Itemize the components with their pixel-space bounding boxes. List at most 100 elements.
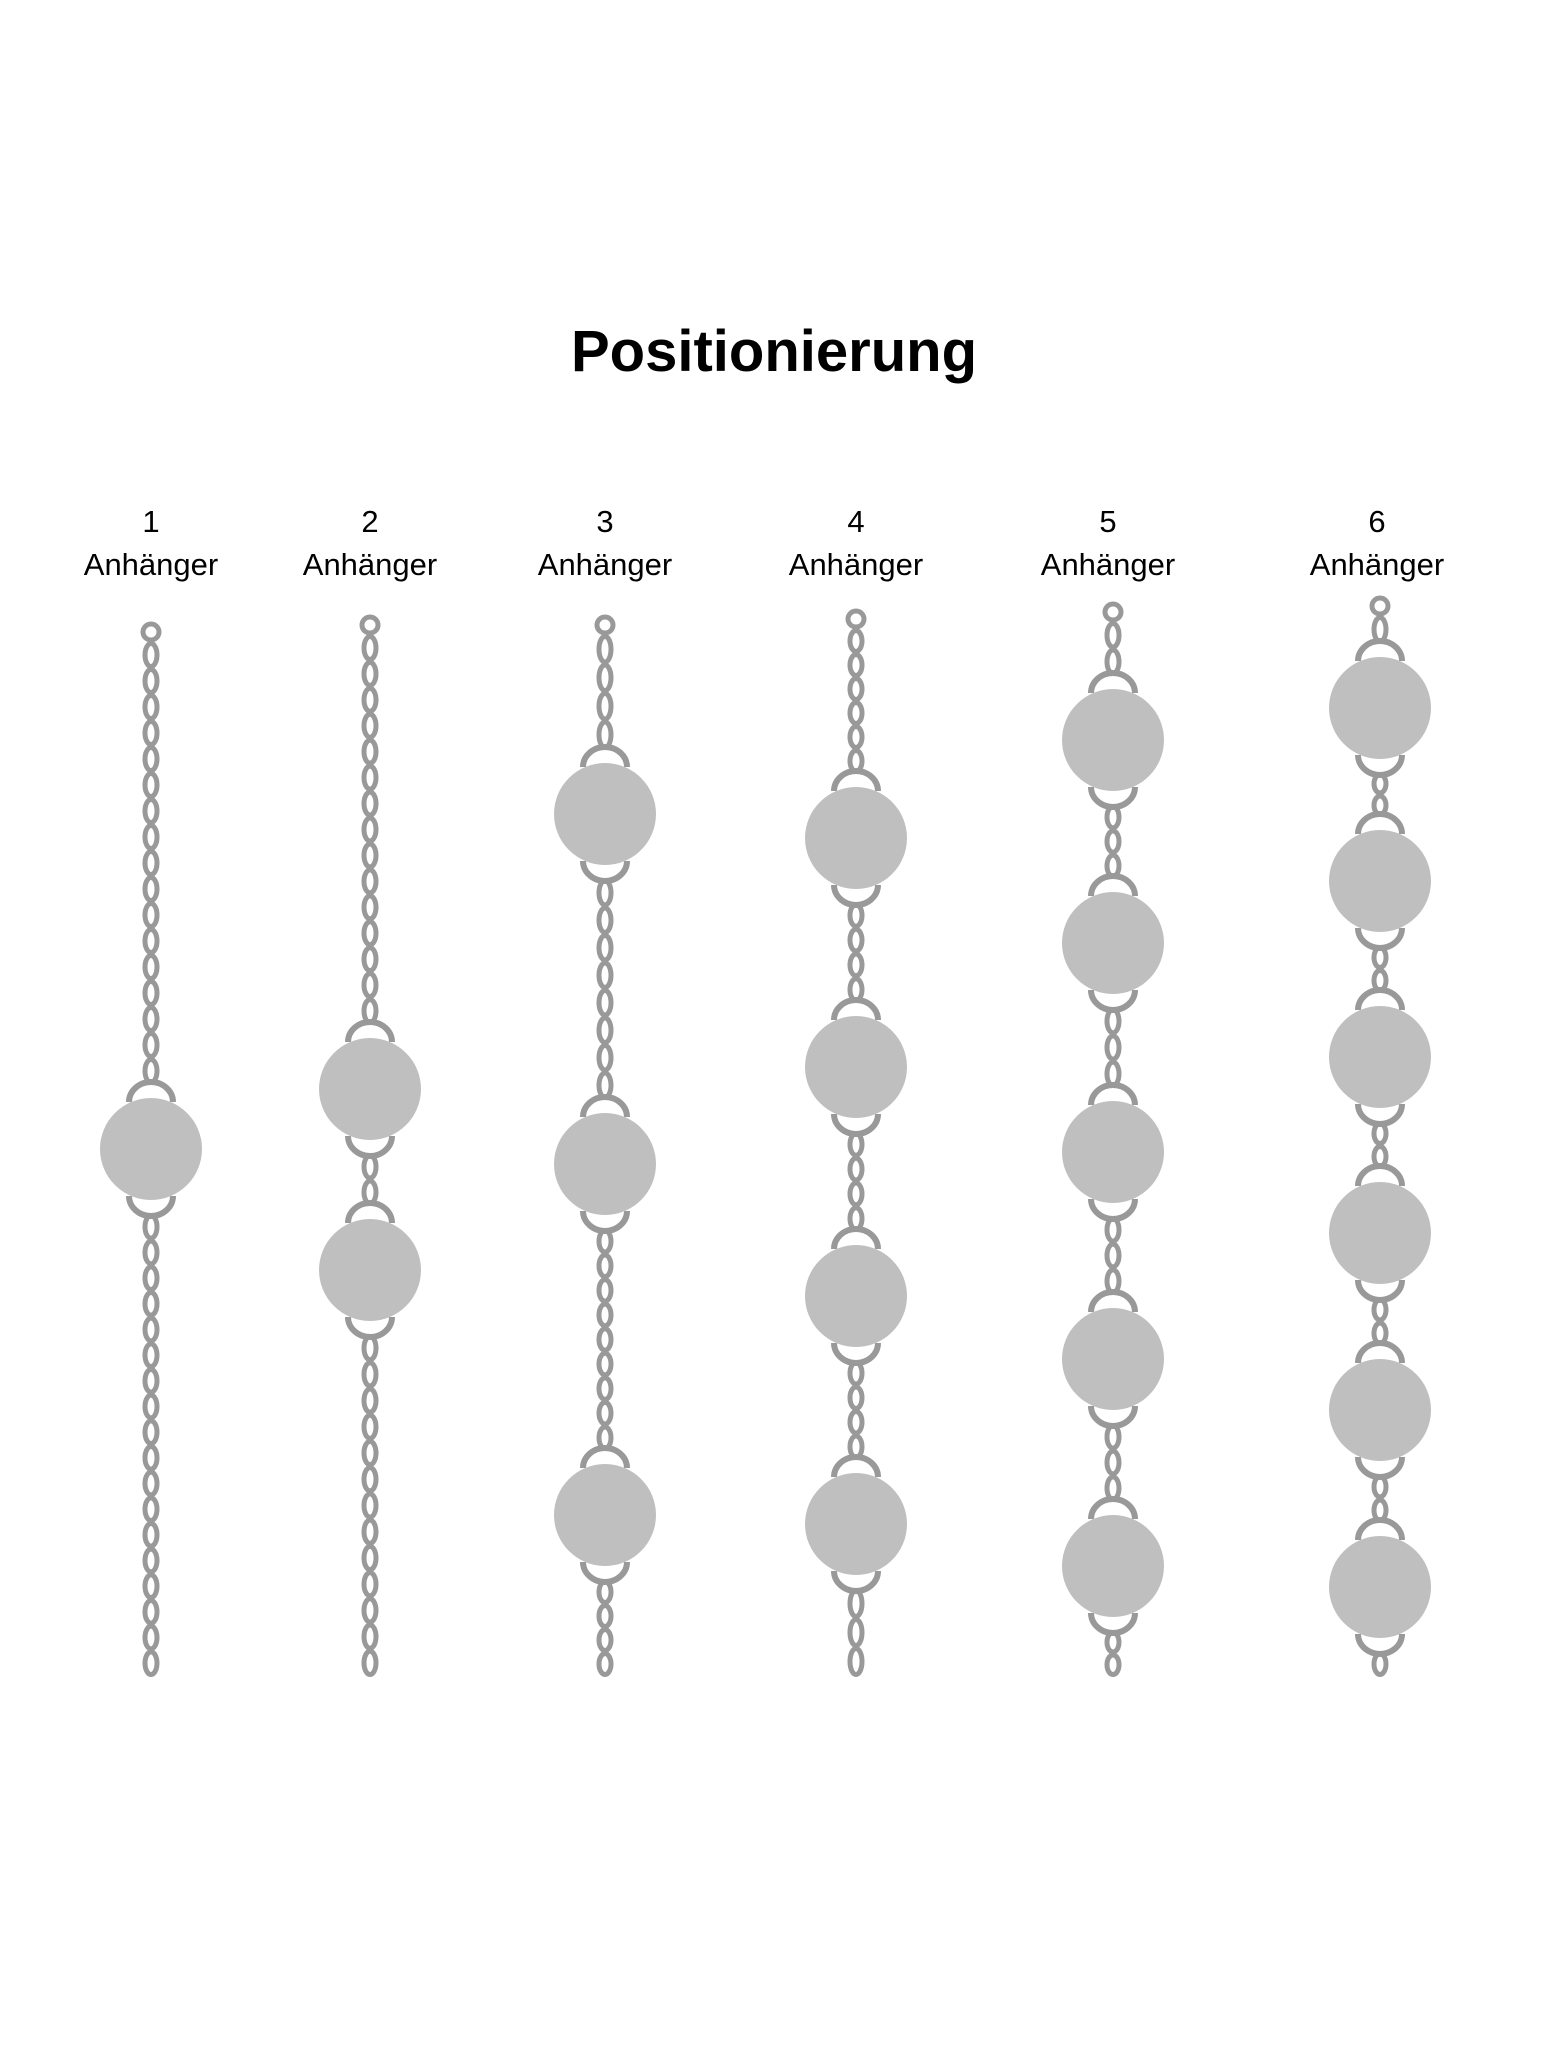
chain-link: [142, 849, 160, 877]
chain-link: [596, 1301, 614, 1329]
column-label-6: 6 Anhänger: [1267, 500, 1487, 586]
pendant-loop-top: [831, 1454, 881, 1478]
pendant-loop-top: [580, 744, 630, 768]
chain-link: [361, 763, 379, 792]
column-label-4: 4 Anhänger: [746, 500, 966, 586]
pendant-count: 1: [142, 504, 160, 539]
pendant-disc: [100, 1098, 202, 1200]
chain-link: [361, 1596, 379, 1625]
chain-link: [361, 971, 379, 1000]
chain-link: [142, 1444, 160, 1472]
pendant-disc: [805, 1245, 907, 1347]
chain-link: [596, 1015, 614, 1045]
chain-link: [1104, 1652, 1122, 1677]
pendant-disc: [1329, 1182, 1431, 1284]
chain-link: [847, 1180, 865, 1208]
clasp-ring-icon: [359, 614, 381, 636]
pendant-disc: [1329, 657, 1431, 759]
pendant-loop-bottom: [1355, 1103, 1405, 1127]
chain-link: [847, 724, 865, 750]
chain-link: [142, 1598, 160, 1626]
pendant-loop-bottom: [831, 1342, 881, 1366]
chain-link: [596, 1399, 614, 1427]
chain-link: [361, 711, 379, 740]
chain-link: [142, 979, 160, 1007]
column-label-2: 2 Anhänger: [260, 500, 480, 586]
pendant-loop-bottom: [126, 1195, 176, 1219]
chain-link: [142, 1469, 160, 1498]
chain-link: [361, 945, 379, 974]
chain-link: [361, 815, 379, 844]
pendant-loop-bottom: [580, 860, 630, 884]
chain-link: [142, 823, 160, 851]
pendant-loop-top: [1088, 1082, 1138, 1106]
pendant-loop-bottom: [831, 1113, 881, 1137]
pendant-disc: [805, 1473, 907, 1575]
pendant-loop-bottom: [580, 1210, 630, 1234]
chain-link: [142, 693, 160, 721]
chain-link: [361, 1622, 379, 1651]
pendant-loop-top: [1355, 987, 1405, 1011]
chain-link: [142, 1521, 160, 1549]
chain-link: [142, 901, 160, 929]
chain-link: [847, 1588, 865, 1619]
pendant-disc: [1062, 689, 1164, 791]
clasp-ring-icon: [594, 614, 616, 636]
chain-link: [142, 1495, 160, 1523]
pendant-loop-top: [345, 1019, 395, 1043]
chain-link: [142, 797, 160, 825]
pendant-loop-top: [1088, 873, 1138, 897]
pendant-loop-bottom: [1088, 786, 1138, 810]
pendant-loop-top: [831, 997, 881, 1021]
column-label-1: 1 Anhänger: [41, 500, 261, 586]
chain-link: [142, 1264, 160, 1292]
pendant-disc: [1329, 830, 1431, 932]
chain-link: [361, 634, 379, 662]
column-label-5: 5 Anhänger: [998, 500, 1218, 586]
clasp-ring-icon: [845, 608, 867, 630]
chain-link: [142, 1290, 160, 1318]
chain-link: [361, 789, 379, 818]
chain-link: [142, 1367, 160, 1395]
chain-link: [847, 700, 865, 726]
chain-link: [361, 1465, 379, 1494]
chain-link: [847, 926, 865, 954]
pendant-label: Anhänger: [788, 547, 924, 582]
chain-link: [142, 1315, 160, 1344]
chain-link: [847, 1409, 865, 1436]
chain-link: [596, 933, 614, 963]
page-title: Positionierung: [571, 319, 977, 384]
pendant-disc: [319, 1219, 421, 1321]
pendant-loop-bottom: [1088, 1612, 1138, 1636]
clasp-ring-icon: [1102, 601, 1124, 623]
chain-link: [142, 1572, 160, 1600]
chain-link: [361, 1517, 379, 1546]
pendant-count: 2: [361, 504, 379, 539]
chain-link: [142, 1005, 160, 1033]
pendant-loop-bottom: [1355, 754, 1405, 778]
chain-link: [142, 1546, 160, 1575]
chain-link: [142, 875, 160, 903]
chain-link: [1104, 1448, 1122, 1477]
pendant-label: Anhänger: [1040, 547, 1176, 582]
pendant-loop-top: [1355, 1163, 1405, 1187]
pendant-loop-top: [1355, 1517, 1405, 1541]
pendant-loop-bottom: [345, 1135, 395, 1159]
pendant-loop-top: [831, 768, 881, 792]
pendant-count: 5: [1099, 504, 1117, 539]
chain-link: [596, 1627, 614, 1653]
chain-link: [847, 1155, 865, 1183]
chain-link: [596, 1651, 614, 1677]
pendant-loop-top: [1088, 670, 1138, 694]
chain-link: [361, 1360, 379, 1389]
chain-link: [1104, 1033, 1122, 1062]
chain-link: [847, 676, 865, 702]
chain-link: [361, 1386, 379, 1415]
pendant-disc: [1329, 1359, 1431, 1461]
pendant-loop-top: [1088, 1496, 1138, 1520]
chain-link: [142, 1392, 160, 1421]
chain-link: [361, 737, 379, 766]
chain-link: [847, 951, 865, 979]
pendant-disc: [1062, 1515, 1164, 1617]
